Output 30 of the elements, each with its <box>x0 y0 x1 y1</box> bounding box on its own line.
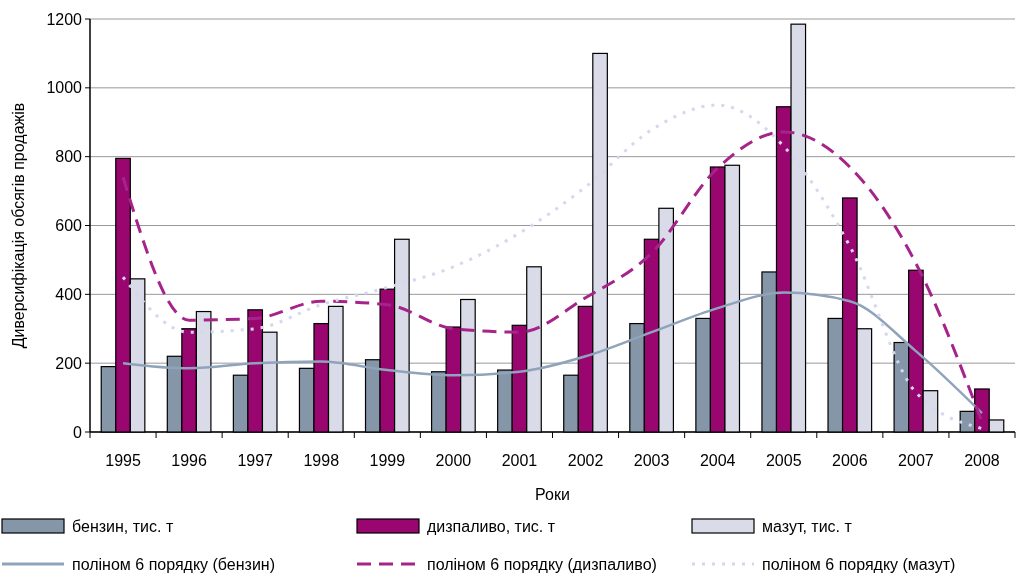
x-tick-label: 2000 <box>435 452 472 469</box>
legend-label: мазут, тис. т <box>762 517 853 535</box>
y-axis-title: Диверсифікація обсягів продажів <box>10 102 27 349</box>
x-tick-label: 1999 <box>369 452 406 469</box>
legend-label: дизпаливо, тис. т <box>427 517 556 535</box>
y-tick-label: 1000 <box>46 79 83 97</box>
x-tick-label: 2006 <box>832 452 868 469</box>
x-axis-title: Роки <box>535 486 570 503</box>
x-tick-label: 2002 <box>567 452 604 469</box>
legend-label: поліном 6 порядку (дизпаливо) <box>427 555 657 573</box>
line-series <box>121 291 984 415</box>
y-tick-label: 200 <box>55 354 83 372</box>
x-tick-label: 2007 <box>898 452 934 469</box>
legend-label: поліном 6 порядку (бензин) <box>72 555 276 573</box>
y-tick-label: 800 <box>55 148 83 166</box>
x-tick-label: 2008 <box>964 452 1000 469</box>
x-tick-label: 1995 <box>105 452 141 469</box>
y-tick-label: 1200 <box>46 10 83 28</box>
x-tick-label: 1998 <box>303 452 340 469</box>
y-tick-label: 400 <box>55 285 83 303</box>
legend-label: бензин, тис. т <box>72 517 174 535</box>
x-tick-label: 2001 <box>501 452 538 469</box>
x-tick-label: 2005 <box>765 452 802 469</box>
legend-label: поліном 6 порядку (мазут) <box>762 555 956 573</box>
x-tick-label: 2004 <box>699 452 736 469</box>
y-tick-label: 600 <box>55 217 83 235</box>
y-tick-label: 0 <box>73 423 83 441</box>
x-tick-label: 1997 <box>237 452 274 469</box>
x-tick-label: 1996 <box>171 452 208 469</box>
x-tick-label: 2003 <box>633 452 670 469</box>
